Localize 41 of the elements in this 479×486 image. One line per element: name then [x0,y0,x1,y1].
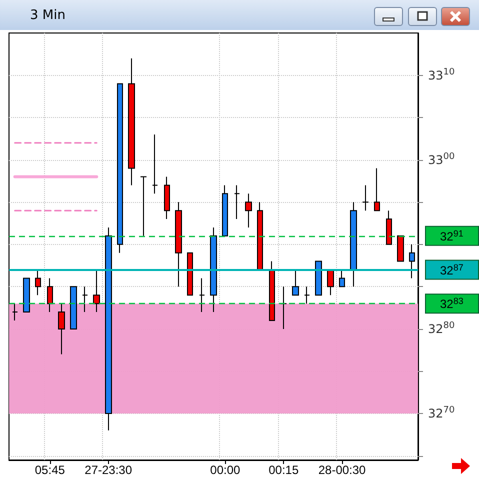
x-tick-label: 27-23:30 [84,463,132,477]
x-tick-label: 00:15 [268,463,299,477]
candlestick [222,184,228,236]
x-tick-label: 00:00 [210,463,241,477]
candlestick [257,202,263,270]
candlestick [187,252,193,296]
candlestick [12,303,18,321]
candlestick [140,176,147,236]
candlestick [164,176,170,220]
candlestick [280,286,287,330]
candlestick [58,303,65,355]
candlestick [245,193,252,228]
candlestick [82,286,88,313]
candlestick [374,168,380,212]
candlestick [93,269,100,313]
candlestick [199,278,205,313]
candlestick [362,184,369,212]
candlestick [350,202,357,288]
candlestick [117,83,123,254]
candlestick [175,202,182,288]
candlestick [70,286,77,330]
candlestick [210,226,217,313]
candlestick [304,286,310,304]
candlestick [339,269,345,288]
candlestick [269,260,275,321]
candlestick [47,278,53,313]
candlestick [152,134,158,194]
candlestick [292,269,299,296]
candlestick [105,226,112,431]
candlestick [128,58,135,186]
candlestick [23,278,30,313]
x-tick-label: 05:45 [34,463,66,477]
candlestick [397,235,404,262]
candlestick [386,210,392,245]
candlestick [234,184,240,220]
candlestick [35,269,41,296]
chart-title: 3 Min [30,8,66,23]
candlestick [327,269,334,296]
x-tick-label: 28-00:30 [318,463,366,477]
candlestick [409,244,415,279]
candlestick [315,260,322,296]
